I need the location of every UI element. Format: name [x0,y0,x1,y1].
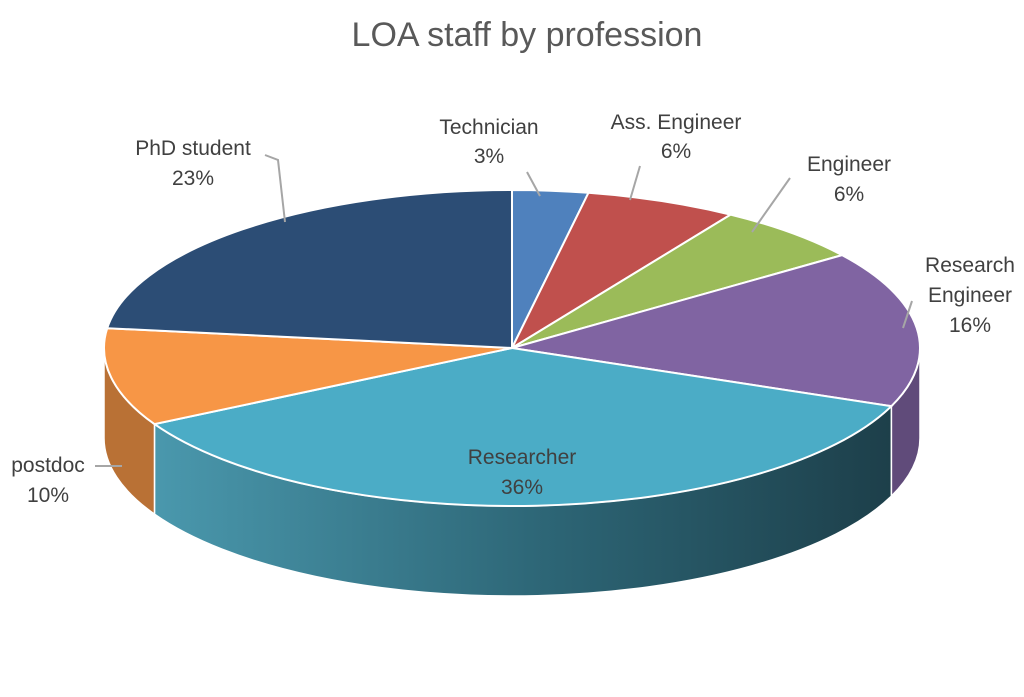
data-label-name-technician: Technician [439,116,538,139]
slice-engineer [511,213,845,349]
data-label-percent-phd-student: 23% [172,167,214,190]
data-label-percent-postdoc: 10% [27,484,69,507]
pie-top [103,188,921,507]
data-label-name-researcher: Researcher [468,446,577,469]
data-label-percent-engineer: 6% [834,183,864,206]
slice-ass-engineer [509,191,734,351]
data-label-name-postdoc: postdoc [11,454,85,477]
leader-line-engineer [751,177,791,233]
leader-line-research-engineer [902,300,913,329]
data-label-percent-ass-engineer: 6% [661,140,691,163]
slice-phd-student [105,188,513,350]
data-label-name-research-engineer-0: Research [925,254,1015,277]
data-label-name-engineer: Engineer [807,153,891,176]
pie-labels: Technician 3% Ass. Engineer 6% Engineer 6% Res… [11,111,1015,507]
data-label-name-phd-student: PhD student [135,137,251,160]
data-label-name-ass-engineer: Ass. Engineer [611,111,742,134]
slice-research-engineer [511,254,921,408]
leader-line-technician [526,171,541,197]
leader-line-ass-engineer [629,165,641,201]
slice-postdoc [103,327,513,426]
data-label-name-research-engineer-1: Engineer [928,284,1012,307]
chart-title: LOA staff by profession [352,16,703,54]
data-label-percent-research-engineer: 16% [949,314,991,337]
leader-line-phd-student [264,154,286,223]
slice-researcher [152,346,894,507]
data-label-percent-technician: 3% [474,145,504,168]
data-label-percent-researcher: 36% [501,476,543,499]
